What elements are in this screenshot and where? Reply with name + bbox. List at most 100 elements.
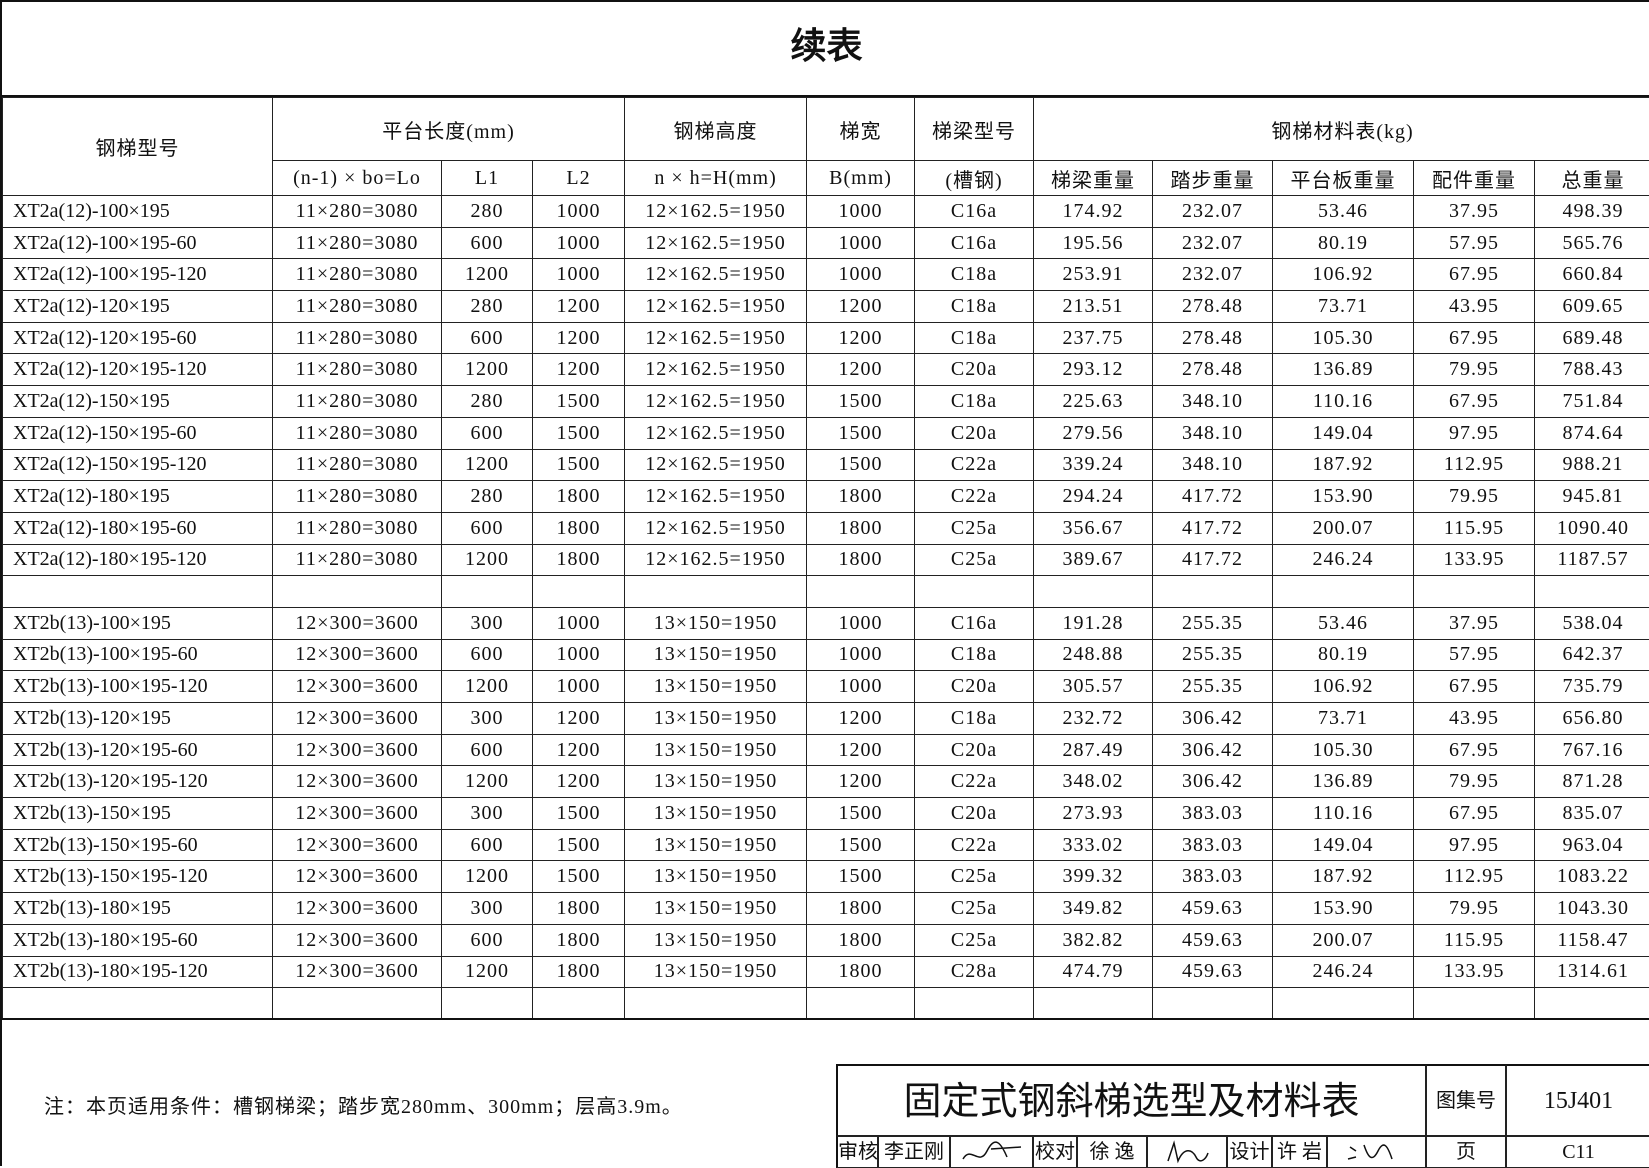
cell: 1200 [807,766,915,798]
cell: 12×300=3600 [273,893,442,925]
cell: 11×280=3080 [273,544,442,576]
cell: 1500 [533,829,625,861]
note: 注：本页适用条件：槽钢梯梁；踏步宽280mm、300mm；层高3.9m。 [44,1090,683,1119]
cell: 600 [442,512,533,544]
cell: 12×300=3600 [273,703,442,735]
cell: 279.56 [1034,417,1153,449]
cell: 871.28 [1535,766,1649,798]
header-cell: (n-1) × bo=Lo [273,161,442,196]
header-cell: 平台板重量 [1273,161,1414,196]
cell: 246.24 [1273,544,1414,576]
cell: XT2a(12)-120×195-120 [3,354,273,386]
cell: 13×150=1950 [625,607,807,639]
cell: 1200 [807,703,915,735]
cell: 788.43 [1535,354,1649,386]
cell: 1000 [807,259,915,291]
cell: 280 [442,196,533,228]
header-cell: n × h=H(mm) [625,161,807,196]
cell: 13×150=1950 [625,703,807,735]
cell: 498.39 [1535,196,1649,228]
cell: XT2a(12)-180×195 [3,481,273,513]
cell: C18a [915,386,1034,418]
header-cell: L2 [533,161,625,196]
cell: 187.92 [1273,449,1414,481]
cell: 115.95 [1414,924,1535,956]
atlas-number: 15J401 [1506,1064,1649,1136]
cell: 12×162.5=1950 [625,449,807,481]
cell: 12×162.5=1950 [625,354,807,386]
cell: 149.04 [1273,829,1414,861]
checker: 徐 逸 [1077,1136,1147,1168]
cell: 12×300=3600 [273,798,442,830]
blank-cell [3,576,273,608]
cell: 237.75 [1034,322,1153,354]
cell: 348.10 [1153,417,1273,449]
cell: 112.95 [1414,861,1535,893]
cell: XT2b(13)-180×195-120 [3,956,273,988]
cell: C25a [915,924,1034,956]
blank-cell [1414,576,1535,608]
cell: 474.79 [1034,956,1153,988]
cell: 1800 [533,512,625,544]
blank-cell [1414,988,1535,1020]
cell: 1200 [442,671,533,703]
designer: 许 岩 [1272,1136,1327,1168]
header-row: 钢梯型号平台长度(mm)钢梯高度梯宽梯梁型号钢梯材料表(kg) [3,98,1649,161]
blank-cell [1535,576,1649,608]
cell: 1500 [533,386,625,418]
cell: 1200 [807,354,915,386]
cell: 1500 [807,449,915,481]
cell: 1200 [442,449,533,481]
cell: 53.46 [1273,196,1414,228]
cell: 1083.22 [1535,861,1649,893]
cell: 1158.47 [1535,924,1649,956]
cell: 280 [442,291,533,323]
header-cell: 钢梯高度 [625,98,807,161]
cell: 835.07 [1535,798,1649,830]
cell: 43.95 [1414,291,1535,323]
cell: 200.07 [1273,512,1414,544]
cell: 1500 [807,829,915,861]
cell: XT2a(12)-100×195 [3,196,273,228]
cell: C20a [915,354,1034,386]
cell: 306.42 [1153,703,1273,735]
cell: 13×150=1950 [625,956,807,988]
cell: 105.30 [1273,322,1414,354]
cell: 67.95 [1414,798,1535,830]
cell: 11×280=3080 [273,291,442,323]
cell: 538.04 [1535,607,1649,639]
blank-cell [915,988,1034,1020]
cell: 600 [442,227,533,259]
cell: XT2b(13)-150×195-60 [3,829,273,861]
cell: 280 [442,481,533,513]
cell: C20a [915,798,1034,830]
cell: 13×150=1950 [625,829,807,861]
cell: 600 [442,829,533,861]
cell: 11×280=3080 [273,386,442,418]
header-cell: 配件重量 [1414,161,1535,196]
header-cell: 梯梁型号 [915,98,1034,161]
cell: 356.67 [1034,512,1153,544]
cell: 1314.61 [1535,956,1649,988]
cell: 12×300=3600 [273,734,442,766]
cell: 37.95 [1414,607,1535,639]
cell: 11×280=3080 [273,259,442,291]
cell: 97.95 [1414,829,1535,861]
cell: 1000 [533,639,625,671]
cell: C25a [915,893,1034,925]
cell: XT2b(13)-150×195 [3,798,273,830]
cell: C18a [915,259,1034,291]
cell: 1500 [533,449,625,481]
blank-cell [533,988,625,1020]
cell: 349.82 [1034,893,1153,925]
cell: 232.72 [1034,703,1153,735]
cell: 1500 [807,861,915,893]
